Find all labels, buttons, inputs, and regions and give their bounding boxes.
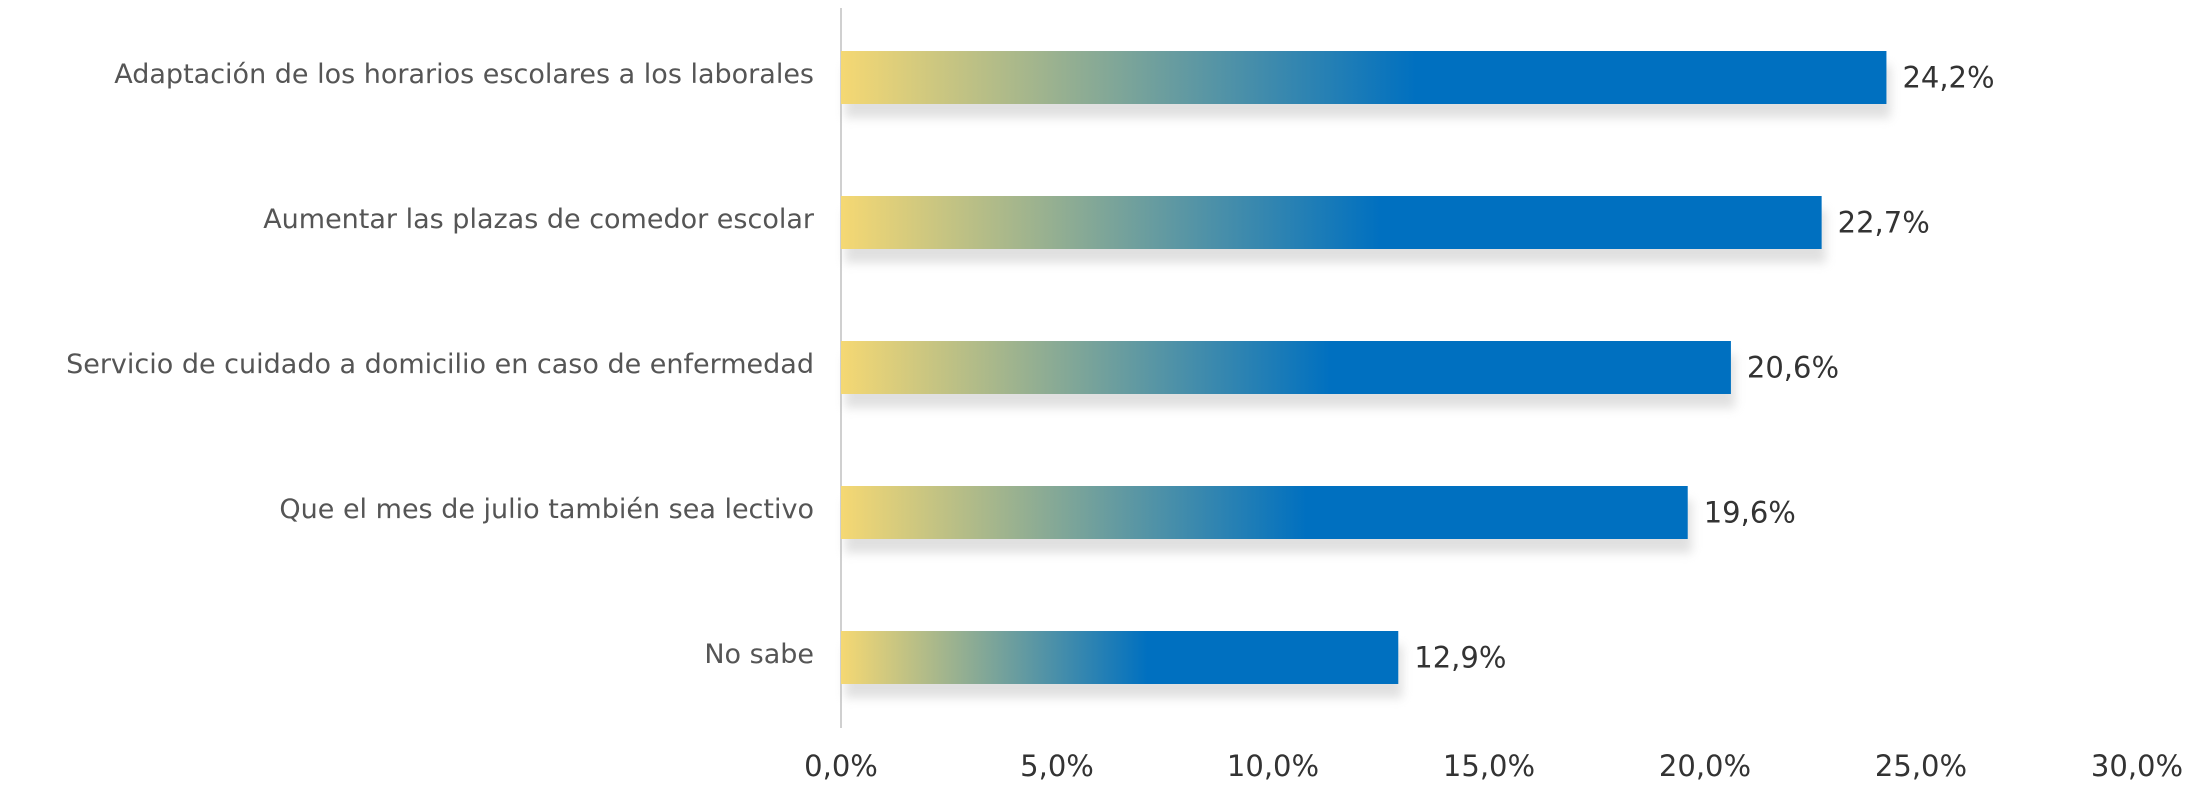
value-label: 19,6%	[1704, 496, 1796, 530]
value-label: 22,7%	[1838, 206, 1930, 240]
category-label: Aumentar las plazas de comedor escolar	[263, 204, 815, 235]
category-label: No sabe	[704, 639, 814, 670]
value-label: 24,2%	[1902, 61, 1994, 95]
x-tick-label: 10,0%	[1227, 749, 1319, 783]
bar	[841, 486, 1688, 539]
value-label: 12,9%	[1414, 641, 1506, 675]
x-tick-label: 30,0%	[2091, 749, 2183, 783]
category-label: Servicio de cuidado a domicilio en caso …	[66, 349, 814, 380]
value-label: 20,6%	[1747, 351, 1839, 385]
bar	[841, 631, 1399, 684]
x-tick-label: 25,0%	[1875, 749, 1967, 783]
bar	[841, 341, 1731, 394]
x-tick-label: 15,0%	[1443, 749, 1535, 783]
bar	[841, 196, 1822, 249]
category-label: Que el mes de julio también sea lectivo	[279, 494, 814, 525]
x-tick-label: 0,0%	[804, 749, 878, 783]
category-label: Adaptación de los horarios escolares a l…	[114, 59, 814, 90]
x-tick-label: 20,0%	[1659, 749, 1751, 783]
bar	[841, 51, 1887, 104]
x-tick-label: 5,0%	[1020, 749, 1094, 783]
